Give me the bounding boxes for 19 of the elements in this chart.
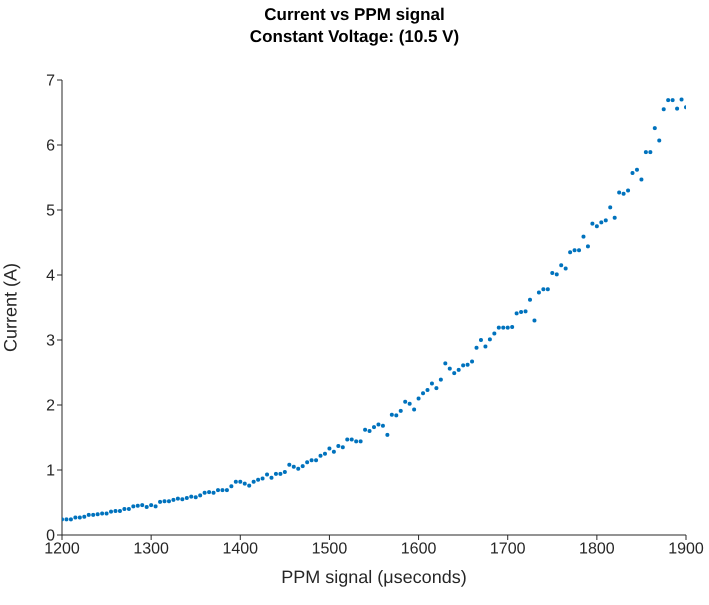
x-tick-label: 1900: [668, 540, 704, 558]
chart-title: Current vs PPM signal: [263, 4, 446, 26]
x-tick-label: 1300: [133, 540, 170, 558]
y-tick-label: 6: [46, 138, 56, 155]
x-tick-label: 1400: [222, 540, 258, 558]
x-tick-label: 1600: [400, 540, 436, 558]
chart-subtitle: Constant Voltage: (10.5 V): [248, 26, 460, 48]
y-tick-label: 3: [46, 332, 56, 350]
x-tick-label: 1200: [44, 540, 80, 558]
y-tick-label: 4: [46, 268, 56, 285]
x-tick-label: 1500: [312, 540, 348, 558]
x-tick-label: 1700: [490, 540, 526, 558]
x-axis-title: PPM signal (μseconds): [281, 567, 467, 587]
y-tick-label: 2: [46, 398, 56, 415]
y-tick-label: 7: [46, 72, 56, 90]
y-axis-title: Current (A): [0, 262, 20, 352]
y-tick-label: 1: [46, 462, 56, 480]
x-tick-label: 1800: [579, 540, 615, 558]
y-tick-label: 5: [46, 202, 56, 220]
